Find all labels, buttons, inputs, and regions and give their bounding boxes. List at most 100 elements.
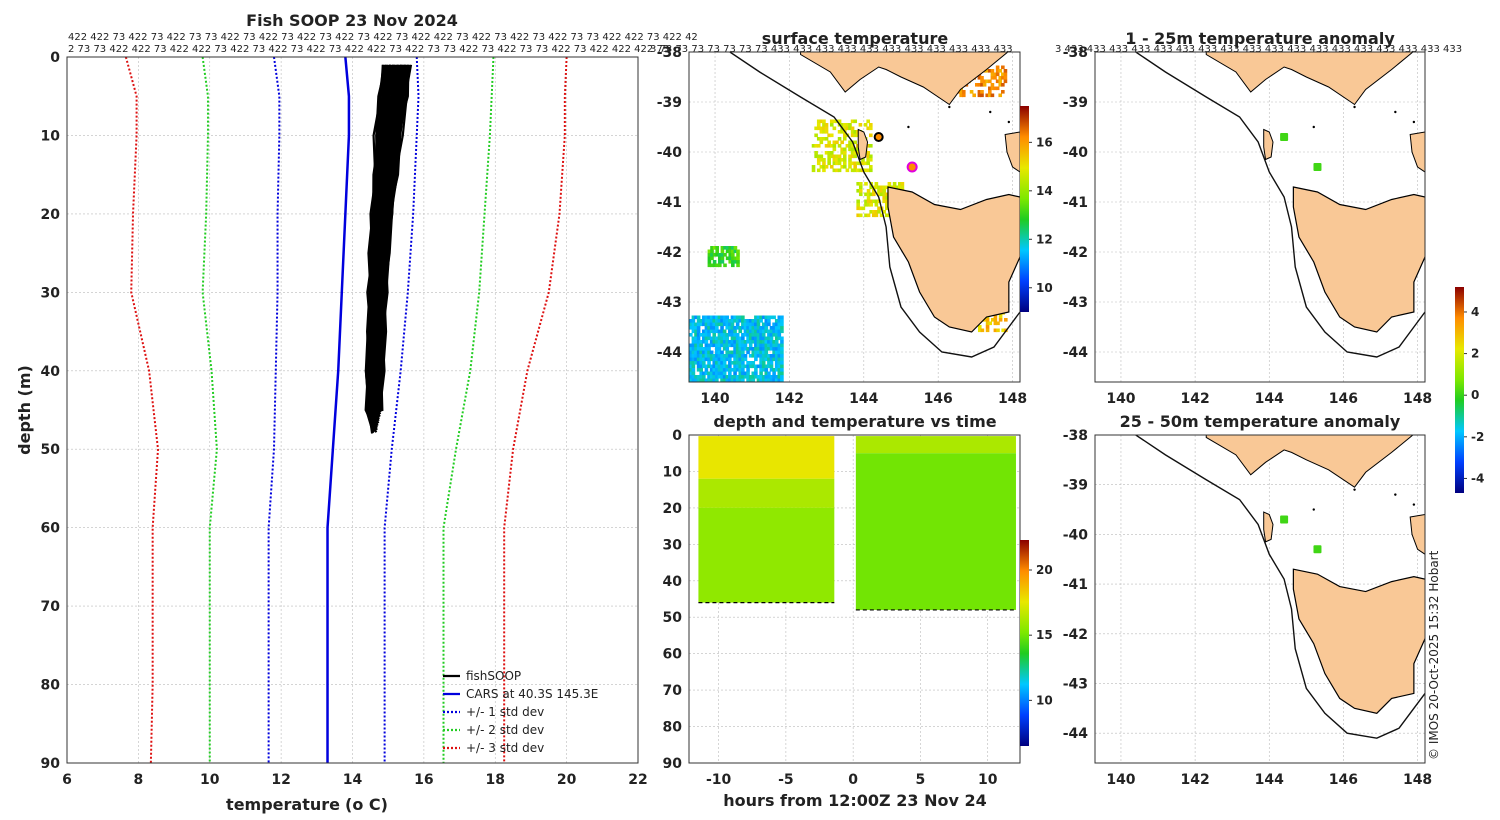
- islet: [1394, 110, 1397, 114]
- sst-pixel: [748, 336, 753, 341]
- sst-pixel: [850, 161, 855, 166]
- sst-pixel: [725, 333, 730, 337]
- sst-pixel: [756, 322, 761, 327]
- sst-pixel: [764, 350, 769, 355]
- sst-pixel: [751, 378, 756, 382]
- sst-pixel: [728, 350, 732, 355]
- sst-pixel: [754, 319, 758, 323]
- sst-pixel: [735, 347, 740, 351]
- sst-pixel: [842, 123, 847, 127]
- sst-pixel: [722, 361, 727, 365]
- sst-pixel: [725, 322, 730, 327]
- sst-pixel: [707, 249, 712, 254]
- sst-pixel: [689, 378, 693, 382]
- map-xtick: 142: [775, 391, 804, 407]
- sst-pixel: [780, 350, 784, 355]
- sst-pixel: [759, 326, 763, 330]
- sst-pixel: [689, 350, 693, 355]
- sst-pixel: [998, 79, 1003, 84]
- sst-pixel: [858, 192, 863, 197]
- sst-pixel: [827, 151, 831, 155]
- sst-pixel: [709, 343, 714, 348]
- sst-pixel: [835, 161, 839, 166]
- sst-pixel: [691, 340, 696, 344]
- sst-pixel: [845, 126, 850, 131]
- sst-pixel: [759, 347, 763, 351]
- sst-pixel: [748, 329, 753, 334]
- sst-pixel: [720, 375, 724, 379]
- sst-pixel: [730, 375, 735, 379]
- sst-pixel: [882, 199, 886, 204]
- sst-pixel: [720, 256, 725, 261]
- sst-pixel: [772, 357, 776, 362]
- sst-pixel: [855, 168, 860, 173]
- sst-pixel: [840, 147, 844, 152]
- sst-pixel: [774, 347, 779, 351]
- sst-pixel: [835, 168, 839, 173]
- map-xtick: 146: [1329, 772, 1358, 788]
- sst-colorbar: [1020, 106, 1029, 312]
- sst-pixel: [993, 86, 997, 91]
- sst-pixel: [702, 347, 706, 351]
- sst-pixel: [720, 253, 725, 257]
- sst-pixel: [699, 347, 704, 351]
- sst-pixel: [746, 329, 750, 334]
- sst-pixel: [709, 322, 714, 327]
- sst-pixel: [746, 361, 750, 365]
- sst-pixel: [751, 319, 756, 323]
- sst-pixel: [722, 333, 727, 337]
- sst-pixel: [733, 336, 737, 341]
- sst-pixel: [694, 375, 698, 379]
- sst-pixel: [756, 378, 761, 382]
- sst-pixel: [748, 375, 753, 379]
- islet: [1412, 503, 1416, 506]
- sst-pixel: [717, 375, 722, 379]
- sst-pixel: [780, 340, 784, 344]
- colorbar-label: -4: [1471, 471, 1484, 485]
- sst-pixel: [707, 322, 711, 327]
- sst-pixel: [712, 364, 717, 369]
- map-ytick: -40: [657, 145, 683, 161]
- sst-pixel: [774, 350, 779, 355]
- sst-pixel: [858, 182, 863, 186]
- profile-ylabel: depth (m): [15, 365, 34, 455]
- sst-pixel: [728, 357, 732, 362]
- sst-pixel: [689, 343, 693, 348]
- sst-pixel: [819, 154, 824, 159]
- sst-pixel: [777, 326, 782, 330]
- sst-pixel: [759, 333, 763, 337]
- sst-pixel: [772, 340, 776, 344]
- sst-pixel: [694, 333, 698, 337]
- sst-pixel: [730, 322, 735, 327]
- sst-pixel: [754, 329, 758, 334]
- sst-pixel: [691, 371, 696, 376]
- sst-pixel: [702, 322, 706, 327]
- sst-pixel: [710, 246, 714, 250]
- sst-pixel: [735, 357, 740, 362]
- sst-pixel: [699, 357, 704, 362]
- tasmania-landmass: [1292, 568, 1425, 714]
- sst-pixel: [733, 378, 737, 382]
- dt-layer-mid: [698, 478, 835, 508]
- sst-pixel: [699, 322, 704, 327]
- sst-pixel: [761, 375, 766, 379]
- sst-pixel: [715, 350, 719, 355]
- sst-pixel: [822, 158, 826, 162]
- sst-pixel: [856, 182, 860, 186]
- sst-pixel: [689, 333, 693, 337]
- sst-pixel: [990, 72, 995, 77]
- sst-pixel: [769, 378, 774, 382]
- sst-pixel: [853, 119, 857, 124]
- sst-pixel: [772, 333, 776, 337]
- sst-pixel: [754, 333, 758, 337]
- sst-pixel: [848, 154, 852, 159]
- sst-pixel: [691, 343, 696, 348]
- sst-pixel: [780, 343, 784, 348]
- sst-pixel: [985, 321, 990, 326]
- sst-pixel: [699, 375, 704, 379]
- sst-pixel: [738, 336, 743, 341]
- sst-pixel: [754, 340, 758, 344]
- sst-pixel: [712, 378, 717, 382]
- sst-pixel: [715, 368, 719, 372]
- sst-pixel: [892, 185, 897, 190]
